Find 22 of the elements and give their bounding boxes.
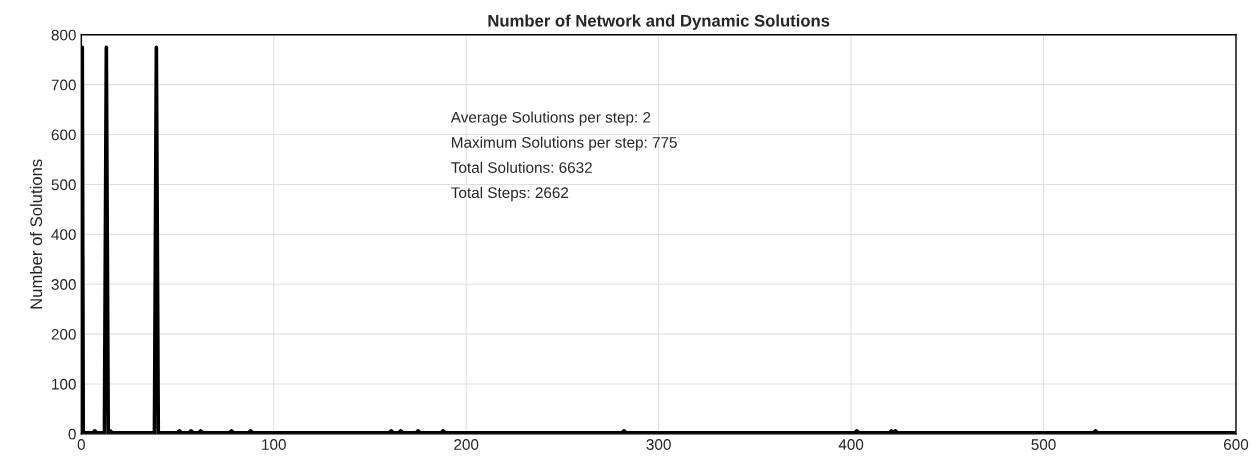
y-tick-label: 800	[51, 29, 76, 41]
x-tick-label: 0	[77, 439, 85, 450]
annotation: Maximum Solutions per step: 775	[452, 136, 677, 151]
y-tick-label: 400	[51, 229, 76, 241]
x-tick-label: 600	[1224, 439, 1249, 450]
annotation: Total Steps: 2662	[451, 186, 569, 202]
y-tick-label: 700	[51, 79, 76, 91]
y-tick-label: 100	[52, 378, 76, 390]
y-tick-label: 200	[51, 328, 76, 340]
annotation: Total Solutions: 6632	[451, 161, 592, 173]
x-tick-label: 400	[838, 439, 864, 450]
y-tick-label: 600	[51, 129, 76, 141]
x-tick-label: 300	[646, 439, 671, 450]
x-tick-label: 200	[454, 439, 479, 450]
y-tick-label: 500	[51, 179, 76, 191]
x-tick-label: 500	[1031, 439, 1056, 450]
y-tick-label: 0	[68, 428, 76, 440]
x-tick-label: 100	[262, 439, 286, 450]
annotation: Average Solutions per step: 2	[450, 111, 651, 126]
y-axis-title: Number of Solutions	[29, 159, 43, 309]
chart-title: Number of Network and Dynamic Solutions	[488, 14, 830, 30]
y-tick-label: 300	[51, 279, 76, 290]
